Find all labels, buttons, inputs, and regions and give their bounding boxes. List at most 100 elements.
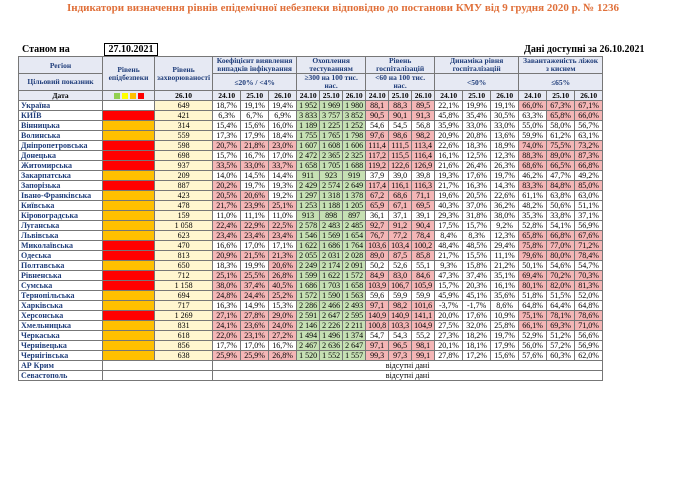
table-row: Тернопільська 694 24,8% 24,4% 25,2% 1 572 1 59… xyxy=(18,290,604,301)
hospital-cell: 54,6 xyxy=(365,120,390,131)
hospital-cell: 91,2 xyxy=(388,220,413,231)
detection-cell: 19,2% xyxy=(268,190,298,201)
level-indicator xyxy=(102,340,155,351)
beds-cell: 71,0% xyxy=(574,320,604,331)
hospital-cell: 84,6 xyxy=(411,270,436,281)
indicators-table: Регіон Рівень епідбезпеки Рівень захворю… xyxy=(18,56,604,381)
dynamics-cell: 35,6% xyxy=(490,290,520,301)
header-target: Цільовий показник xyxy=(18,73,103,91)
beds-cell: 56,9% xyxy=(574,340,604,351)
level-indicator xyxy=(102,260,155,271)
testing-cell: 1 590 xyxy=(319,290,344,301)
hospital-cell: 89,0 xyxy=(365,250,390,261)
hospital-cell: 117,4 xyxy=(365,180,390,191)
testing-cell: 1 188 xyxy=(319,200,344,211)
testing-cell: 1 705 xyxy=(319,160,344,171)
date-cell: 26.10 xyxy=(153,90,214,101)
detection-cell: 19,1% xyxy=(240,100,270,111)
detection-cell: 27,8% xyxy=(240,310,270,321)
beds-cell: 75,1% xyxy=(518,310,548,321)
beds-cell: 50,6% xyxy=(546,200,576,211)
testing-cell: 2 578 xyxy=(296,220,321,231)
detection-cell: 37,4% xyxy=(240,280,270,291)
dynamics-cell: 19,3% xyxy=(434,170,464,181)
level-indicator xyxy=(102,140,155,151)
dynamics-cell: 21,7% xyxy=(434,180,464,191)
detection-cell: 33,0% xyxy=(240,160,270,171)
detection-cell: 20,9% xyxy=(212,250,242,261)
hospital-cell: 103,9 xyxy=(365,280,390,291)
testing-cell: 1 608 xyxy=(319,140,344,151)
beds-cell: 52,8% xyxy=(518,220,548,231)
beds-cell: 52,9% xyxy=(518,330,548,341)
dynamics-cell: 15,6% xyxy=(490,350,520,361)
beds-cell: 64,8% xyxy=(518,300,548,311)
incidence-cell: 717 xyxy=(153,300,214,311)
level-indicator xyxy=(102,190,155,201)
region-name: Чернівецька xyxy=(18,340,103,351)
table-row: Хмельницька 831 24,1% 23,6% 24,0% 2 146 2 226 2… xyxy=(18,320,604,331)
beds-cell: 61,1% xyxy=(518,190,548,201)
hospital-cell: 89,5 xyxy=(411,100,436,111)
level-indicator xyxy=(102,330,155,341)
dynamics-cell: 19,7% xyxy=(490,330,520,341)
detection-cell: 14,9% xyxy=(240,300,270,311)
table-row: Харківська 717 16,3% 14,9% 15,3% 2 286 2 466 2 … xyxy=(18,300,604,311)
detection-cell: 15,7% xyxy=(212,150,242,161)
level-indicator xyxy=(102,250,155,261)
table-row: Львівська 623 23,4% 23,4% 23,4% 1 546 1 569 1 6… xyxy=(18,230,604,241)
detection-cell: 17,7% xyxy=(212,340,242,351)
dynamics-cell: 11,1% xyxy=(490,250,520,261)
hospital-cell: 56,8 xyxy=(411,120,436,131)
testing-cell: 2 467 xyxy=(296,340,321,351)
hospital-cell: 116,4 xyxy=(411,150,436,161)
beds-cell: 69,4% xyxy=(518,270,548,281)
date-cell: 24.10 xyxy=(518,90,548,101)
dynamics-cell: 8,3% xyxy=(462,230,492,241)
detection-cell: 16,6% xyxy=(212,240,242,251)
dynamics-cell: 21,6% xyxy=(434,160,464,171)
incidence-cell: 421 xyxy=(153,110,214,121)
testing-cell: 897 xyxy=(342,210,367,221)
level-indicator xyxy=(102,310,155,321)
beds-cell: 58,0% xyxy=(546,120,576,131)
hospital-cell: 117,2 xyxy=(365,150,390,161)
incidence-cell: 470 xyxy=(153,240,214,251)
testing-cell: 1 297 xyxy=(296,190,321,201)
hospital-cell: 84,9 xyxy=(365,270,390,281)
hospital-cell: 141,1 xyxy=(411,310,436,321)
hospital-cell: 88,1 xyxy=(365,100,390,111)
table-row: КИЇВ 421 6,3% 6,7% 6,9% 3 833 3 757 3 852 90,5 90… xyxy=(18,110,604,121)
target-detection: ≤20% / <4% xyxy=(212,73,298,91)
detection-cell: 20,5% xyxy=(212,190,242,201)
testing-cell: 1 980 xyxy=(342,100,367,111)
testing-cell: 1 764 xyxy=(342,240,367,251)
hospital-cell: 105,9 xyxy=(411,280,436,291)
dynamics-cell: 9,3% xyxy=(434,260,464,271)
testing-cell: 1 686 xyxy=(296,280,321,291)
date-cell: 25.10 xyxy=(319,90,344,101)
hospital-cell: 55,1 xyxy=(411,260,436,271)
legend-green-swatch xyxy=(113,93,120,100)
beds-cell: 81,3% xyxy=(574,280,604,291)
detection-cell: 14,4% xyxy=(268,170,298,181)
detection-cell: 24,1% xyxy=(212,320,242,331)
beds-cell: 62,0% xyxy=(574,350,604,361)
incidence-cell: 559 xyxy=(153,130,214,141)
beds-cell: 37,1% xyxy=(574,210,604,221)
detection-cell: 22,0% xyxy=(212,330,242,341)
dynamics-cell: 16,1% xyxy=(434,150,464,161)
detection-cell: 19,3% xyxy=(268,180,298,191)
dynamics-cell: 25,8% xyxy=(490,320,520,331)
incidence-cell: 712 xyxy=(153,270,214,281)
hospital-cell: 90,5 xyxy=(365,110,390,121)
dynamics-cell: 27,3% xyxy=(434,330,464,341)
testing-cell: 2 146 xyxy=(296,320,321,331)
detection-cell: 18,3% xyxy=(212,260,242,271)
beds-cell: 49,2% xyxy=(574,170,604,181)
testing-cell: 1 952 xyxy=(296,100,321,111)
missing-data-note: відсутні дані xyxy=(212,360,604,371)
incidence-cell: 694 xyxy=(153,290,214,301)
level-indicator xyxy=(102,100,155,111)
hospital-cell: 50,2 xyxy=(365,260,390,271)
